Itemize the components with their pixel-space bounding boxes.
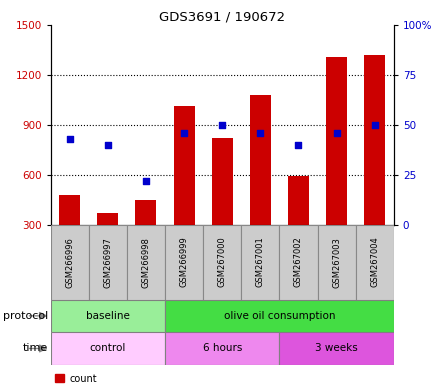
- Bar: [165, 225, 203, 300]
- Bar: [59, 195, 80, 225]
- Legend: count, percentile rank within the sample: count, percentile rank within the sample: [55, 374, 234, 384]
- Text: time: time: [23, 343, 48, 354]
- Text: baseline: baseline: [86, 311, 130, 321]
- Bar: [326, 56, 347, 225]
- Text: control: control: [90, 343, 126, 354]
- Bar: [364, 55, 385, 225]
- Bar: [250, 95, 271, 225]
- Text: olive oil consumption: olive oil consumption: [224, 311, 335, 321]
- Point: [219, 122, 226, 128]
- Title: GDS3691 / 190672: GDS3691 / 190672: [159, 11, 285, 24]
- Text: GSM267003: GSM267003: [332, 237, 341, 288]
- Bar: [51, 332, 165, 365]
- Point: [371, 122, 378, 128]
- Point: [295, 142, 302, 148]
- Bar: [279, 332, 394, 365]
- Text: 3 weeks: 3 weeks: [315, 343, 358, 354]
- Point: [180, 130, 187, 136]
- Bar: [241, 225, 279, 300]
- Bar: [165, 300, 394, 332]
- Text: GSM267004: GSM267004: [370, 237, 379, 288]
- Bar: [356, 225, 394, 300]
- Text: GSM266996: GSM266996: [65, 237, 74, 288]
- Bar: [174, 106, 194, 225]
- Point: [143, 178, 150, 184]
- Point: [257, 130, 264, 136]
- Bar: [288, 176, 309, 225]
- Point: [66, 136, 73, 142]
- Bar: [212, 138, 233, 225]
- Bar: [51, 225, 89, 300]
- Text: GSM266997: GSM266997: [103, 237, 112, 288]
- Bar: [203, 225, 241, 300]
- Text: GSM267001: GSM267001: [256, 237, 265, 288]
- Text: GSM267000: GSM267000: [218, 237, 227, 288]
- Bar: [97, 213, 118, 225]
- Text: protocol: protocol: [3, 311, 48, 321]
- Point: [333, 130, 340, 136]
- Point: [104, 142, 111, 148]
- Text: GSM267002: GSM267002: [294, 237, 303, 288]
- Bar: [51, 300, 165, 332]
- Bar: [127, 225, 165, 300]
- Bar: [318, 225, 356, 300]
- Text: GSM266998: GSM266998: [141, 237, 150, 288]
- Text: GSM266999: GSM266999: [180, 237, 189, 288]
- Bar: [165, 332, 279, 365]
- Bar: [89, 225, 127, 300]
- Text: 6 hours: 6 hours: [202, 343, 242, 354]
- Bar: [136, 200, 157, 225]
- Bar: [279, 225, 318, 300]
